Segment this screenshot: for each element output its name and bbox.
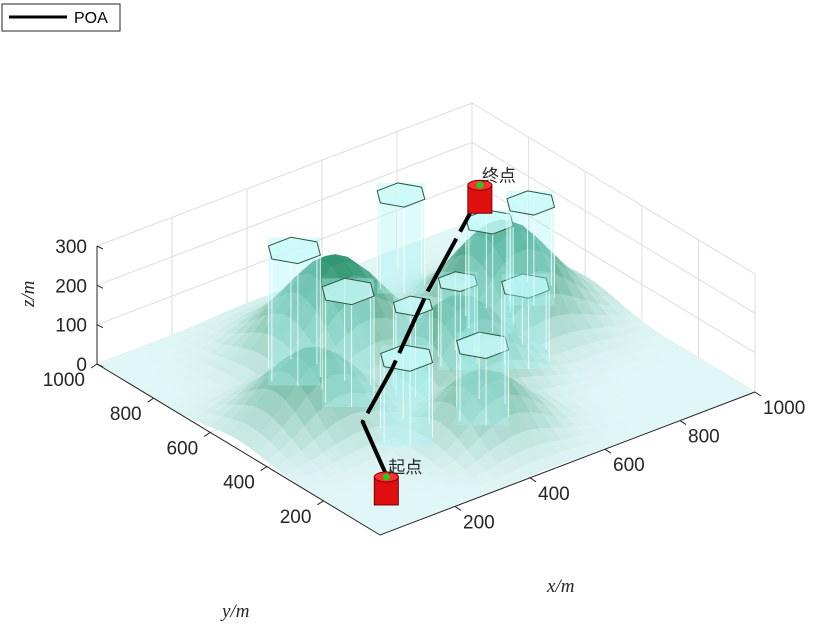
y-tick-mark [90, 363, 98, 369]
z-tick-label: 300 [55, 237, 87, 258]
x-axis-label: x/m [546, 576, 574, 597]
y-tick-label: 1000 [43, 370, 85, 391]
start-label: 起点 [388, 458, 422, 478]
grid-line [96, 141, 756, 314]
x-tick-mark [754, 391, 762, 397]
z-tick-mark [96, 324, 104, 329]
z-tick-label: 100 [55, 316, 87, 337]
obstacle-top [267, 236, 321, 265]
obstacle [321, 277, 375, 407]
markers: 起点 终点 [373, 166, 516, 506]
z-tick-label: 200 [55, 276, 87, 297]
obstacle-top [321, 277, 375, 306]
obstacle-top [456, 331, 510, 360]
x-tick-mark [604, 448, 612, 454]
y-tick-mark [147, 397, 154, 403]
obstacle [380, 344, 434, 446]
x-tick-label: 800 [688, 427, 720, 448]
obstacle-top [437, 271, 478, 293]
start-marker: 起点 [373, 458, 422, 506]
z-axis-label: z/m [18, 281, 39, 308]
x-tick-label: 400 [538, 484, 570, 505]
obstacle [456, 331, 510, 426]
obstacle [376, 182, 426, 294]
y-axis-label: y/m [220, 601, 249, 622]
obstacle [501, 273, 550, 369]
y-tick-mark [260, 466, 268, 472]
axis-ticks: 2004006008001000200400600800100001002003… [43, 237, 805, 536]
start-point [382, 473, 390, 481]
y-tick-label: 600 [166, 438, 198, 459]
y-tick-mark [203, 431, 211, 437]
obstacle [437, 271, 478, 371]
x-tick-label: 200 [463, 512, 495, 533]
legend[interactable]: POA [1, 3, 121, 32]
z-tick-mark [96, 245, 104, 250]
obstacle-top [376, 182, 426, 208]
x-tick-label: 1000 [763, 398, 805, 419]
y-axis-line [96, 363, 381, 536]
obstacle [465, 209, 514, 333]
x-axis-line [379, 391, 756, 536]
z-tick-mark [96, 284, 104, 289]
goal-label: 终点 [482, 166, 516, 186]
obstacles [267, 182, 556, 446]
grid-line [96, 102, 756, 275]
z-tick-label: 0 [76, 355, 87, 376]
x-tick-label: 600 [613, 455, 645, 476]
y-tick-label: 200 [280, 507, 312, 528]
y-tick-label: 400 [223, 473, 255, 494]
obstacle [267, 236, 321, 386]
x-tick-mark [529, 477, 537, 483]
goal-point [476, 181, 484, 189]
y-tick-label: 800 [110, 404, 142, 425]
x-tick-mark [679, 420, 687, 426]
obstacle-top [506, 190, 556, 216]
goal-marker: 终点 [467, 166, 516, 214]
obstacle [506, 190, 556, 306]
legend-label-poa: POA [74, 10, 108, 27]
obstacle-top [501, 273, 550, 299]
y-tick-mark [317, 500, 324, 506]
x-tick-mark [454, 505, 462, 511]
